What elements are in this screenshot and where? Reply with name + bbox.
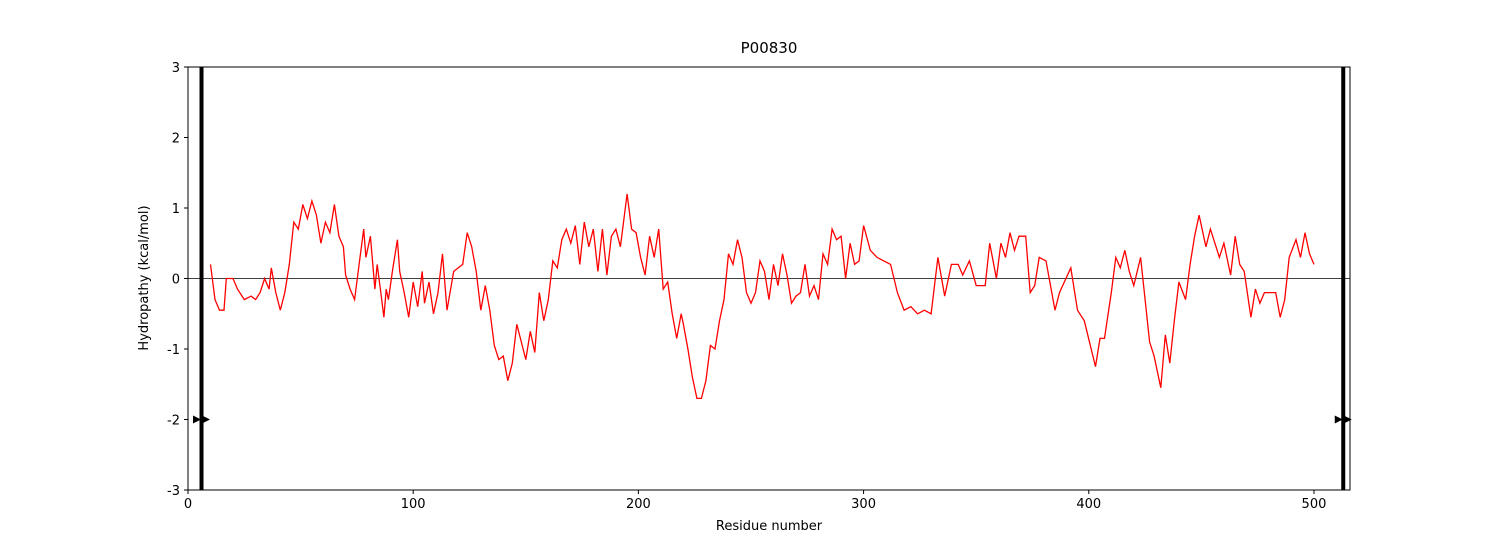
data-line <box>209 193 1315 400</box>
y-tick-label: 3 <box>172 61 180 76</box>
x-tick-label: 0 <box>184 497 192 512</box>
y-tick-label: -2 <box>167 414 180 429</box>
marker <box>1343 415 1352 424</box>
x-tick-label: 200 <box>626 497 651 512</box>
marker <box>1334 415 1343 424</box>
y-tick-label: 1 <box>172 202 180 217</box>
marker <box>202 415 211 424</box>
y-axis-label: Hydropathy (kcal/mol) <box>137 205 152 350</box>
x-axis-label: Residue number <box>716 519 823 534</box>
x-tick-label: 300 <box>851 497 876 512</box>
chart-title: P00830 <box>741 39 798 57</box>
y-tick-label: -3 <box>167 484 180 499</box>
y-tick-label: 0 <box>172 273 180 288</box>
plot-frame <box>187 66 1351 491</box>
marker <box>193 415 202 424</box>
y-tick-label: -1 <box>167 343 180 358</box>
x-tick-label: 500 <box>1302 497 1327 512</box>
x-tick-label: 100 <box>401 497 426 512</box>
y-tick-label: 2 <box>172 132 180 147</box>
x-tick-label: 400 <box>1076 497 1101 512</box>
